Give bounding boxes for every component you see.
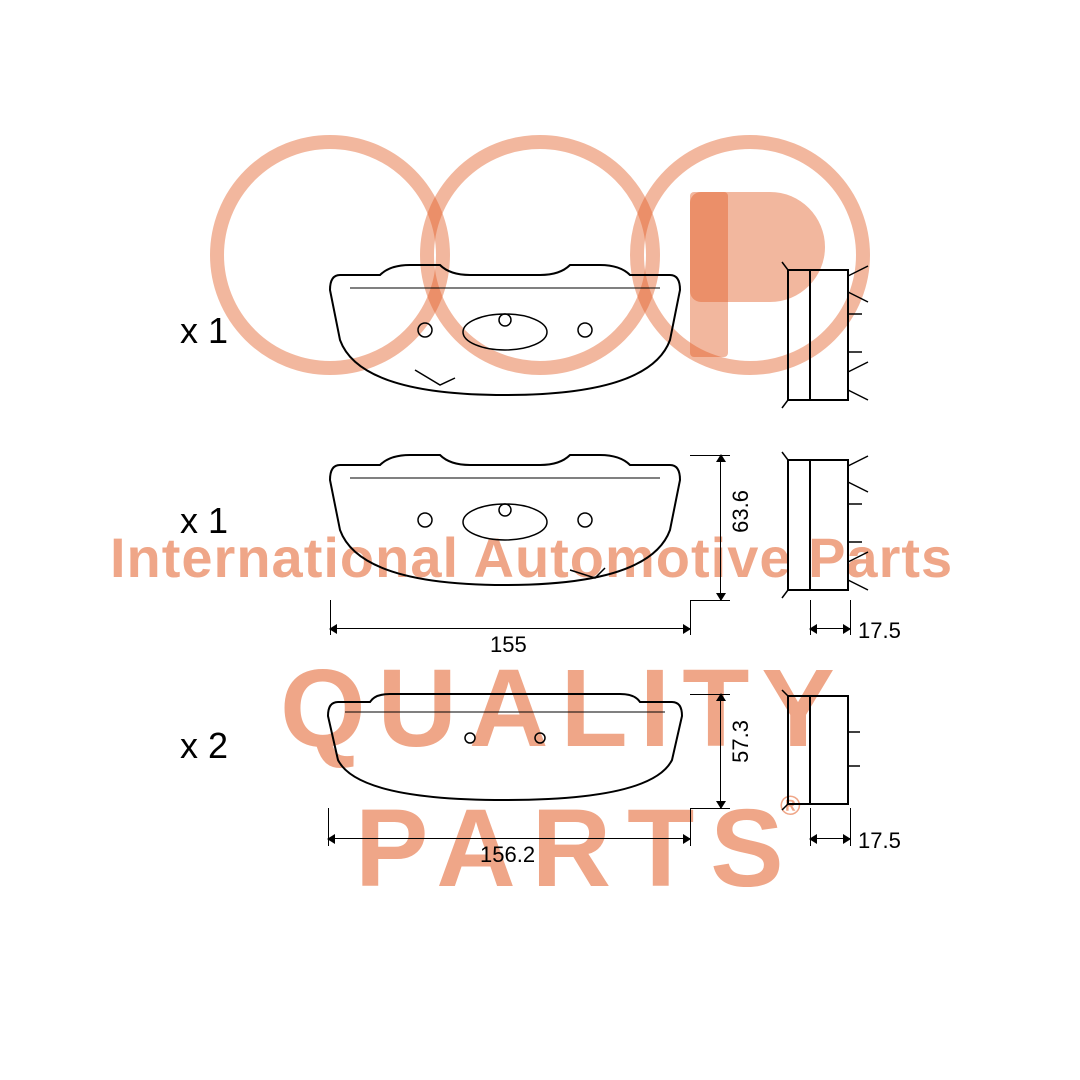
qty-row-2: x 1 — [180, 500, 228, 542]
dim-width-2: 155 — [490, 632, 527, 658]
diagram-stage: International Automotive Parts QUALITY P… — [0, 0, 1080, 1080]
dim-ext-h3a — [690, 694, 730, 695]
dim-ext-t3b — [850, 808, 851, 846]
pad-front-1 — [320, 260, 690, 410]
dim-ext-w2a — [330, 600, 331, 635]
pad-side-2 — [780, 442, 870, 607]
pad-front-2 — [320, 450, 690, 600]
qty-row-1: x 1 — [180, 310, 228, 352]
dim-thick-2: 17.5 — [858, 618, 901, 644]
pad-side-1 — [780, 252, 870, 417]
dim-ext-t2a — [810, 600, 811, 635]
dim-line-t3 — [810, 838, 850, 839]
dim-ext-w3a — [328, 808, 329, 846]
dim-line-h2 — [720, 455, 721, 600]
qty-row-3: x 2 — [180, 725, 228, 767]
dim-height-3: 57.3 — [728, 720, 754, 763]
dim-ext-t2b — [850, 600, 851, 635]
dim-line-w2 — [330, 628, 690, 629]
dim-line-t2 — [810, 628, 850, 629]
dim-ext-h3b — [690, 808, 730, 809]
dim-ext-w3b — [690, 808, 691, 846]
pad-side-3 — [780, 688, 870, 813]
dim-height-2: 63.6 — [728, 490, 754, 533]
dim-ext-h2a — [690, 455, 730, 456]
dim-line-h3 — [720, 694, 721, 808]
dim-ext-t3a — [810, 808, 811, 846]
dim-ext-w2b — [690, 600, 691, 635]
dim-line-w3 — [328, 838, 690, 839]
dim-ext-h2b — [690, 600, 730, 601]
dim-width-3: 156.2 — [480, 842, 535, 868]
dim-thick-3: 17.5 — [858, 828, 901, 854]
pad-front-3 — [320, 690, 690, 810]
